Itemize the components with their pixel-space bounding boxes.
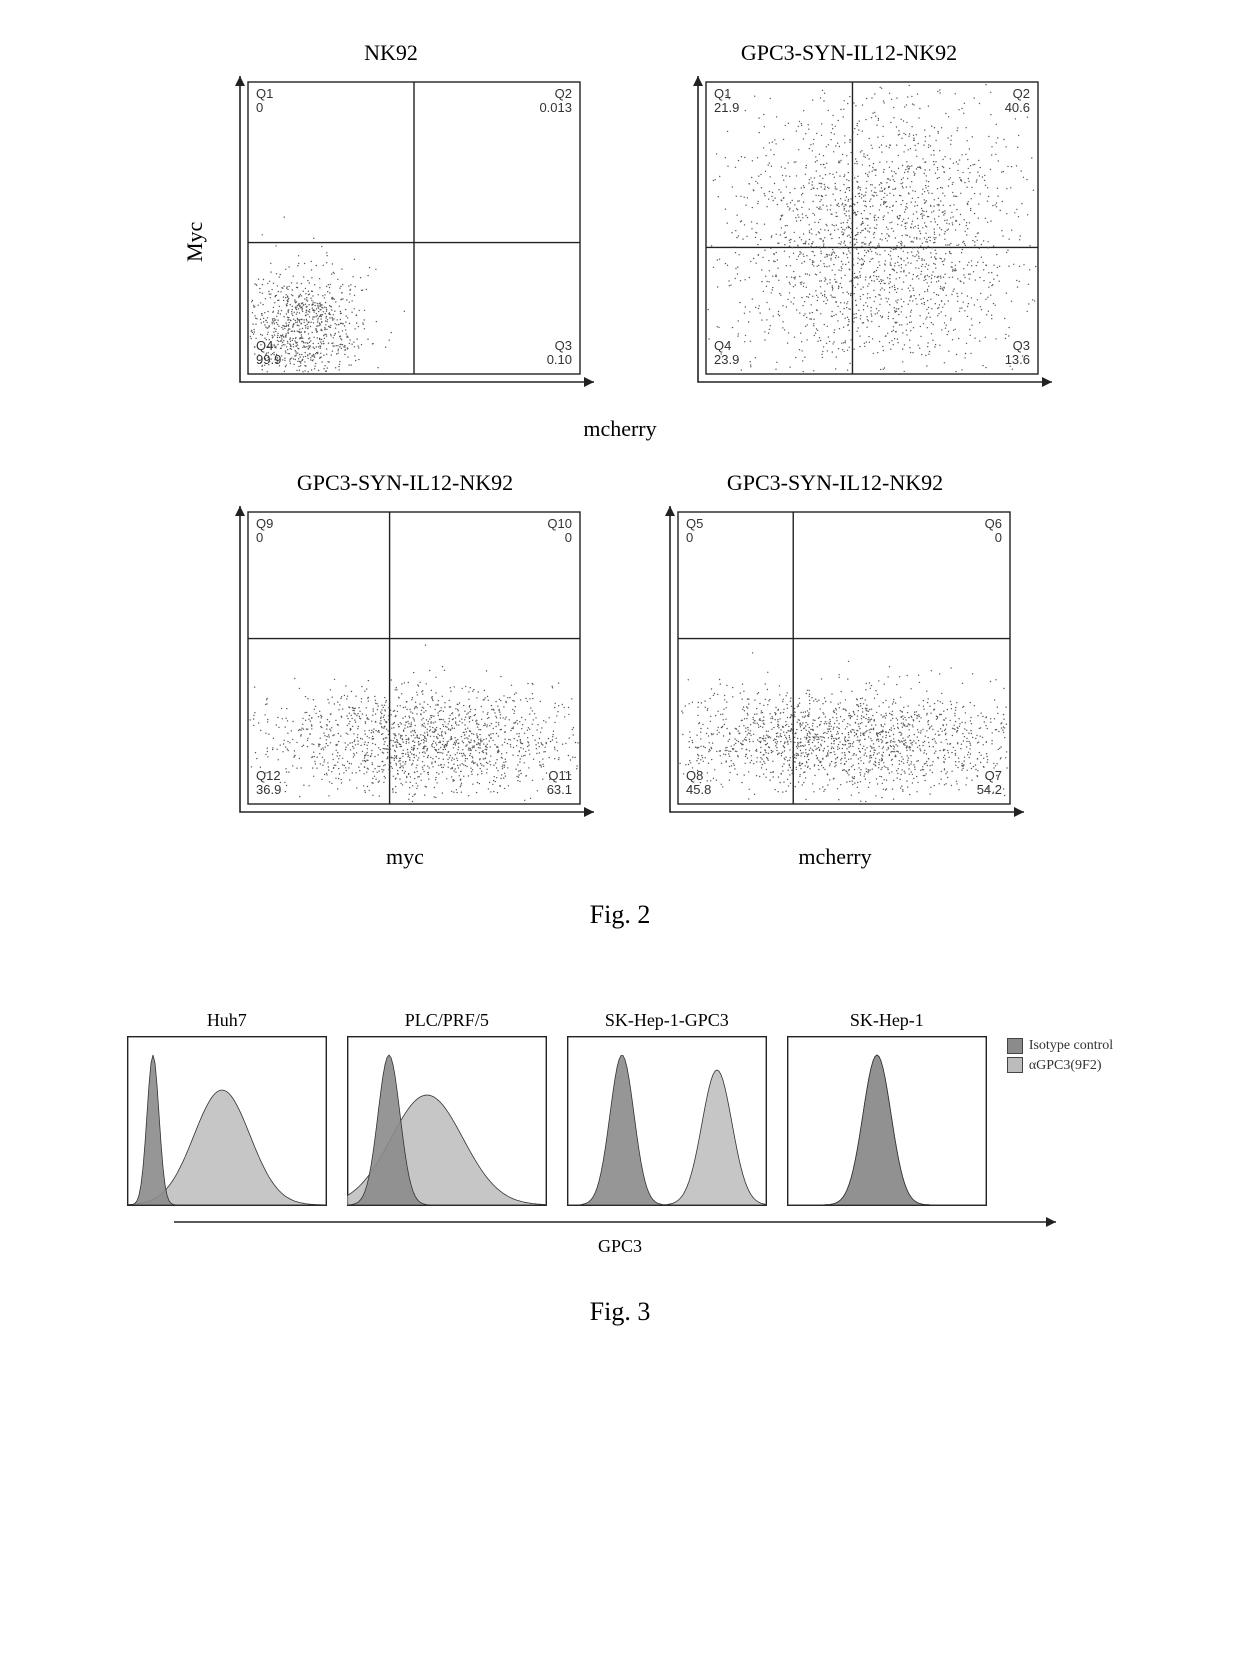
svg-text:13.6: 13.6	[1005, 352, 1030, 367]
histogram-plot	[127, 1036, 327, 1206]
figure-3: Huh7 PLC/PRF/5 SK-Hep-1-GPC3 SK-Hep-1 Is…	[40, 1010, 1200, 1327]
fig2-panel-top-right: GPC3-SYN-IL12-NK92 . Q121.9Q240.6Q423.9Q…	[640, 40, 1058, 412]
figure-caption: Fig. 2	[40, 900, 1200, 930]
legend-label: Isotype control	[1029, 1036, 1113, 1056]
fig3-row: Huh7 PLC/PRF/5 SK-Hep-1-GPC3 SK-Hep-1 Is…	[40, 1010, 1200, 1206]
fig2-panel-bottom-left: GPC3-SYN-IL12-NK92 Q90Q100Q1236.9Q1163.1…	[210, 470, 600, 870]
legend-item-signal: αGPC3(9F2)	[1007, 1056, 1113, 1076]
legend-swatch-signal	[1007, 1057, 1023, 1073]
figure-caption: Fig. 3	[40, 1297, 1200, 1327]
fig2-panel-top-left: NK92 Myc Q10 Q20.013 Q499.9 Q30.10	[182, 40, 600, 412]
fig3-x-axis	[40, 1212, 1200, 1232]
x-axis-label: mcherry	[798, 844, 871, 870]
svg-text:36.9: 36.9	[256, 782, 281, 797]
svg-text:Q3: Q3	[1013, 338, 1030, 353]
panel-title: PLC/PRF/5	[405, 1010, 489, 1032]
x-axis-label: myc	[386, 844, 424, 870]
legend-label: αGPC3(9F2)	[1029, 1056, 1102, 1076]
fig3-panel-2: SK-Hep-1-GPC3	[567, 1010, 767, 1206]
histogram-plot	[787, 1036, 987, 1206]
svg-text:Q4: Q4	[714, 338, 731, 353]
svg-text:Q9: Q9	[256, 516, 273, 531]
panel-title: SK-Hep-1-GPC3	[605, 1010, 729, 1032]
scatter-plot: Q10 Q20.013 Q499.9 Q30.10	[210, 72, 600, 412]
legend: Isotype control αGPC3(9F2)	[1007, 1036, 1113, 1075]
panel-title: SK-Hep-1	[850, 1010, 924, 1032]
svg-text:Q3: Q3	[555, 338, 572, 353]
histogram-plot	[347, 1036, 547, 1206]
svg-text:Q1: Q1	[256, 86, 273, 101]
svg-text:99.9: 99.9	[256, 352, 281, 367]
svg-text:21.9: 21.9	[714, 100, 739, 115]
svg-text:Q2: Q2	[1013, 86, 1030, 101]
fig3-panel-1: PLC/PRF/5	[347, 1010, 547, 1206]
figure-2: NK92 Myc Q10Q20.013Q499.9Q30.10 GPC3-SYN…	[40, 40, 1200, 930]
svg-text:Q11: Q11	[548, 768, 572, 783]
fig2-panel-bottom-right: GPC3-SYN-IL12-NK92 Q50Q60Q845.8Q754.2 mc…	[640, 470, 1030, 870]
axis-arrow	[170, 1212, 1070, 1232]
svg-text:Q10: Q10	[547, 516, 572, 531]
svg-text:0: 0	[565, 530, 572, 545]
svg-text:0.013: 0.013	[539, 100, 572, 115]
y-axis-label: Myc	[182, 72, 210, 412]
svg-text:Q2: Q2	[555, 86, 572, 101]
svg-text:23.9: 23.9	[714, 352, 739, 367]
svg-text:63.1: 63.1	[547, 782, 572, 797]
svg-text:Q12: Q12	[256, 768, 281, 783]
legend-item-isotype: Isotype control	[1007, 1036, 1113, 1056]
panel-title: GPC3-SYN-IL12-NK92	[741, 40, 957, 66]
histogram-plot	[567, 1036, 767, 1206]
legend-swatch-isotype	[1007, 1038, 1023, 1054]
fig2-top-row: NK92 Myc Q10Q20.013Q499.9Q30.10 GPC3-SYN…	[40, 40, 1200, 412]
svg-text:0: 0	[256, 100, 263, 115]
panel-title: NK92	[364, 40, 418, 66]
scatter-plot: Q50Q60Q845.8Q754.2	[640, 502, 1030, 842]
fig2-bottom-row: GPC3-SYN-IL12-NK92 Q90Q100Q1236.9Q1163.1…	[40, 470, 1200, 870]
svg-text:40.6: 40.6	[1005, 100, 1030, 115]
panel-title: GPC3-SYN-IL12-NK92	[727, 470, 943, 496]
svg-text:Q4: Q4	[256, 338, 273, 353]
svg-text:Q1: Q1	[714, 86, 731, 101]
svg-text:0: 0	[256, 530, 263, 545]
fig3-panel-3: SK-Hep-1	[787, 1010, 987, 1206]
panel-title: GPC3-SYN-IL12-NK92	[297, 470, 513, 496]
fig3-panel-0: Huh7	[127, 1010, 327, 1206]
svg-text:0.10: 0.10	[547, 352, 572, 367]
panel-title: Huh7	[207, 1010, 247, 1032]
scatter-plot: Q90Q100Q1236.9Q1163.1	[210, 502, 600, 842]
x-axis-label: GPC3	[40, 1236, 1200, 1257]
x-axis-label: mcherry	[40, 416, 1200, 442]
scatter-plot: Q121.9 Q240.6 Q423.9 Q313.6	[668, 72, 1058, 412]
